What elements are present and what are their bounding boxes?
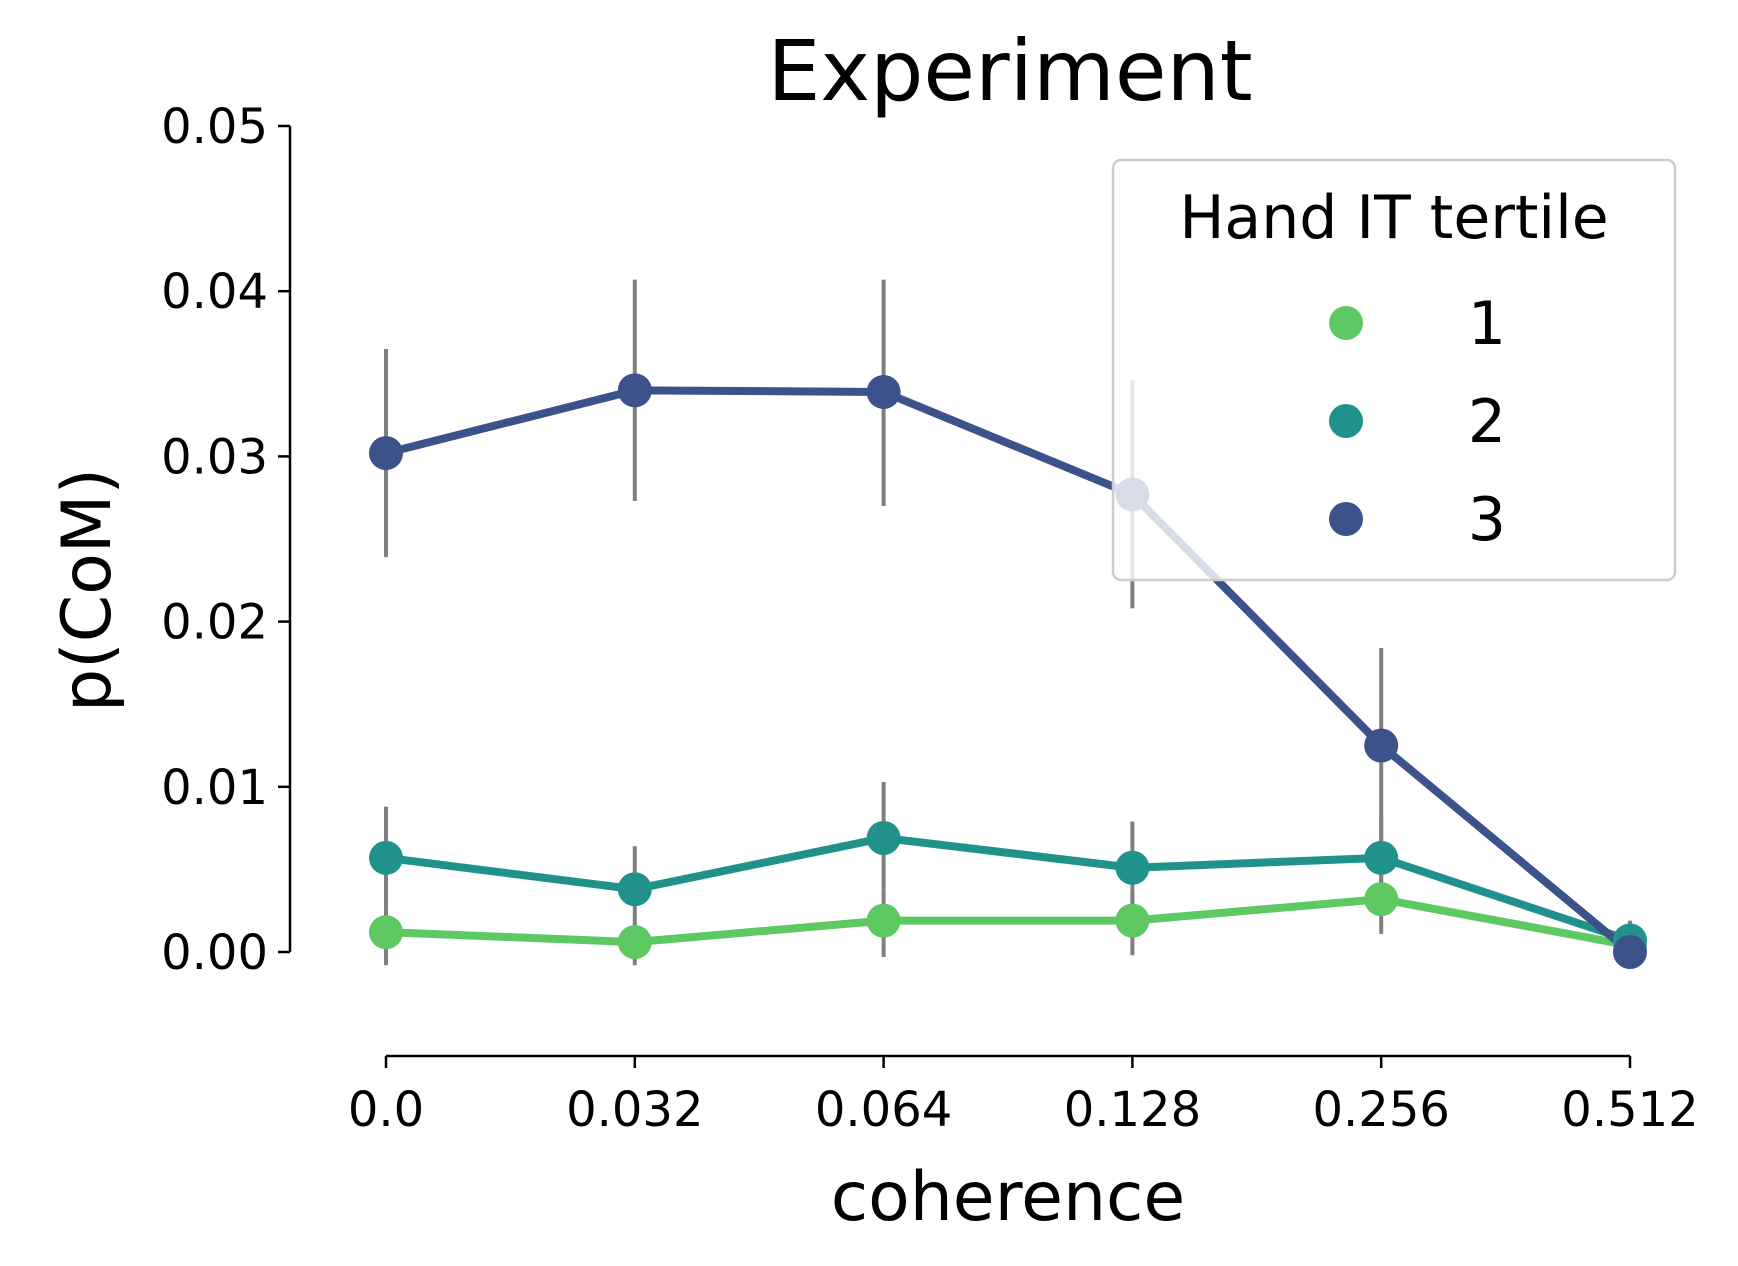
y-tick-label: 0.02 — [161, 595, 268, 651]
x-tick-label: 0.032 — [566, 1082, 703, 1138]
data-point-series-2 — [369, 840, 403, 875]
legend-label-1: 1 — [1468, 289, 1506, 359]
x-tick-label: 0.512 — [1561, 1082, 1698, 1138]
series-line-1 — [385, 895, 1631, 950]
legend-box — [1111, 158, 1677, 582]
x-tick-label: 0.256 — [1312, 1082, 1449, 1138]
y-tick-label: 0.00 — [161, 925, 268, 981]
legend-label-2: 2 — [1468, 387, 1506, 457]
data-point-series-3 — [369, 436, 403, 471]
data-point-series-3 — [1364, 728, 1399, 763]
chart-title: Experiment — [767, 22, 1252, 120]
legend-marker-2 — [1329, 404, 1363, 438]
data-point-series-1 — [617, 925, 652, 960]
y-ticks: 0.00 0.01 0.02 0.03 0.04 0.05 — [161, 99, 290, 981]
data-point-series-3 — [617, 373, 652, 408]
x-tick-label: 0.064 — [815, 1082, 952, 1138]
data-point-series-3 — [1613, 935, 1647, 969]
data-point-series-1 — [1115, 903, 1150, 938]
data-point-series-2 — [866, 821, 901, 856]
x-axis-title: coherence — [831, 1158, 1186, 1237]
series-line-2 — [385, 834, 1632, 945]
legend-marker-3 — [1329, 502, 1363, 536]
y-tick-label: 0.04 — [161, 264, 268, 320]
series-line-3 — [385, 386, 1633, 956]
y-axis-title: p(CoM) — [48, 468, 127, 712]
legend-label-3: 3 — [1468, 485, 1506, 555]
data-point-series-2 — [617, 872, 652, 907]
data-point-series-3 — [866, 374, 901, 409]
y-tick-label: 0.01 — [161, 760, 268, 816]
y-tick-label: 0.05 — [161, 99, 268, 155]
legend-title: Hand IT tertile — [1179, 183, 1608, 253]
data-point-series-2 — [1364, 840, 1399, 875]
legend-marker-1 — [1329, 306, 1363, 340]
data-point-series-2 — [1115, 850, 1150, 885]
y-tick-label: 0.03 — [161, 429, 268, 485]
legend: Hand IT tertile 1 2 3 — [1111, 158, 1677, 582]
series-lines — [385, 386, 1633, 956]
data-point-series-1 — [1364, 882, 1399, 917]
x-ticks: 0.0 0.032 0.064 0.128 0.256 0.512 — [348, 1056, 1699, 1138]
x-tick-label: 0.128 — [1064, 1082, 1201, 1138]
x-tick-label: 0.0 — [348, 1082, 424, 1138]
data-point-series-1 — [866, 903, 901, 938]
legend-items: 1 2 3 — [1329, 289, 1506, 555]
data-point-series-1 — [369, 915, 403, 950]
